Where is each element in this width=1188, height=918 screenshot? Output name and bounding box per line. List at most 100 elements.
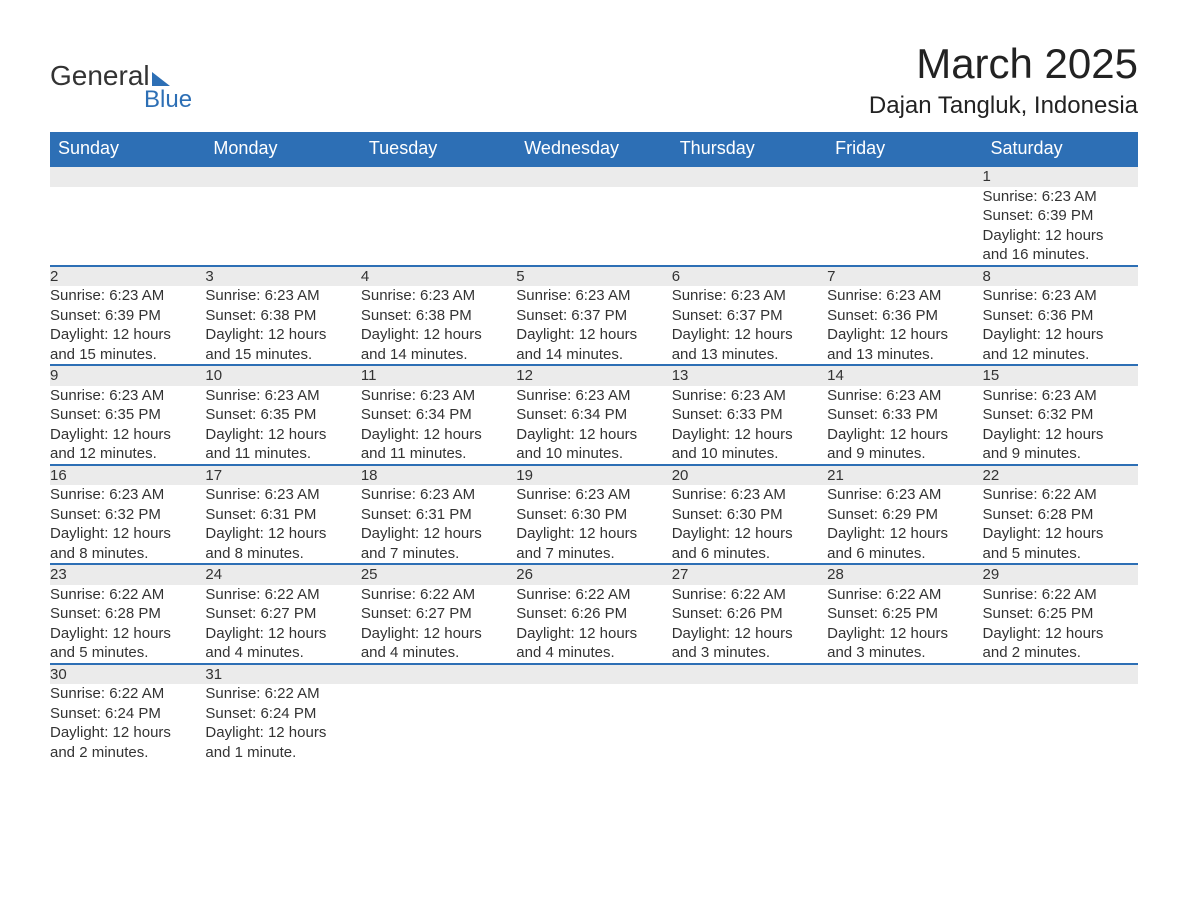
day-number-cell: 23 <box>50 564 205 585</box>
detail-row: Sunrise: 6:23 AMSunset: 6:32 PMDaylight:… <box>50 485 1138 564</box>
daylight-text: and 9 minutes. <box>983 444 1138 464</box>
sunset-text: Sunset: 6:31 PM <box>205 505 360 525</box>
day-detail-cell: Sunrise: 6:23 AMSunset: 6:39 PMDaylight:… <box>50 286 205 365</box>
day-number-cell <box>983 664 1138 685</box>
daylight-text: and 11 minutes. <box>205 444 360 464</box>
day-number-cell: 14 <box>827 365 982 386</box>
day-number-cell: 30 <box>50 664 205 685</box>
day-number-cell: 13 <box>672 365 827 386</box>
day-number-cell <box>672 166 827 187</box>
sunrise-text: Sunrise: 6:23 AM <box>205 485 360 505</box>
day-detail-cell: Sunrise: 6:23 AMSunset: 6:31 PMDaylight:… <box>361 485 516 564</box>
daylight-text: and 7 minutes. <box>361 544 516 564</box>
sunset-text: Sunset: 6:28 PM <box>983 505 1138 525</box>
day-number-cell: 6 <box>672 266 827 287</box>
day-detail-cell: Sunrise: 6:23 AMSunset: 6:36 PMDaylight:… <box>983 286 1138 365</box>
day-detail-cell <box>516 187 671 266</box>
day-detail-cell: Sunrise: 6:22 AMSunset: 6:24 PMDaylight:… <box>205 684 360 762</box>
day-detail-cell <box>672 684 827 762</box>
day-number-cell: 18 <box>361 465 516 486</box>
weekday-header: Friday <box>827 132 982 166</box>
sunset-text: Sunset: 6:32 PM <box>983 405 1138 425</box>
daylight-text: Daylight: 12 hours <box>361 425 516 445</box>
daynum-row: 16171819202122 <box>50 465 1138 486</box>
daylight-text: Daylight: 12 hours <box>205 325 360 345</box>
day-number-cell <box>516 664 671 685</box>
location-text: Dajan Tangluk, Indonesia <box>869 92 1138 120</box>
day-number-cell: 22 <box>983 465 1138 486</box>
day-detail-cell: Sunrise: 6:23 AMSunset: 6:38 PMDaylight:… <box>361 286 516 365</box>
day-number-cell <box>827 664 982 685</box>
daylight-text: Daylight: 12 hours <box>361 624 516 644</box>
day-detail-cell: Sunrise: 6:22 AMSunset: 6:25 PMDaylight:… <box>827 585 982 664</box>
daylight-text: Daylight: 12 hours <box>205 524 360 544</box>
sunset-text: Sunset: 6:24 PM <box>50 704 205 724</box>
day-number-cell: 27 <box>672 564 827 585</box>
daylight-text: Daylight: 12 hours <box>827 425 982 445</box>
sunrise-text: Sunrise: 6:22 AM <box>361 585 516 605</box>
sunrise-text: Sunrise: 6:23 AM <box>983 386 1138 406</box>
day-detail-cell: Sunrise: 6:23 AMSunset: 6:33 PMDaylight:… <box>672 386 827 465</box>
sunset-text: Sunset: 6:29 PM <box>827 505 982 525</box>
sunrise-text: Sunrise: 6:23 AM <box>50 286 205 306</box>
daylight-text: and 15 minutes. <box>50 345 205 365</box>
brand-word2: Blue <box>144 86 192 114</box>
daylight-text: and 4 minutes. <box>516 643 671 663</box>
calendar-body: 1 Sunrise: 6:23 AMSunset: 6:39 PMDayligh… <box>50 166 1138 762</box>
weekday-header: Monday <box>205 132 360 166</box>
sunrise-text: Sunrise: 6:23 AM <box>205 286 360 306</box>
day-detail-cell: Sunrise: 6:23 AMSunset: 6:39 PMDaylight:… <box>983 187 1138 266</box>
daylight-text: Daylight: 12 hours <box>827 524 982 544</box>
day-number-cell: 19 <box>516 465 671 486</box>
sunset-text: Sunset: 6:26 PM <box>516 604 671 624</box>
day-number-cell: 20 <box>672 465 827 486</box>
daynum-row: 23242526272829 <box>50 564 1138 585</box>
daylight-text: Daylight: 12 hours <box>361 325 516 345</box>
day-number-cell: 9 <box>50 365 205 386</box>
sunrise-text: Sunrise: 6:22 AM <box>50 684 205 704</box>
brand-word1: General <box>50 60 150 92</box>
day-detail-cell: Sunrise: 6:23 AMSunset: 6:32 PMDaylight:… <box>983 386 1138 465</box>
detail-row: Sunrise: 6:23 AMSunset: 6:39 PMDaylight:… <box>50 187 1138 266</box>
daylight-text: Daylight: 12 hours <box>516 425 671 445</box>
day-number-cell: 31 <box>205 664 360 685</box>
day-number-cell: 26 <box>516 564 671 585</box>
day-detail-cell: Sunrise: 6:23 AMSunset: 6:35 PMDaylight:… <box>50 386 205 465</box>
sunset-text: Sunset: 6:28 PM <box>50 604 205 624</box>
daylight-text: and 13 minutes. <box>827 345 982 365</box>
weekday-header: Thursday <box>672 132 827 166</box>
day-detail-cell <box>361 684 516 762</box>
sunset-text: Sunset: 6:25 PM <box>983 604 1138 624</box>
sunset-text: Sunset: 6:25 PM <box>827 604 982 624</box>
day-detail-cell <box>205 187 360 266</box>
daylight-text: and 3 minutes. <box>827 643 982 663</box>
sunrise-text: Sunrise: 6:22 AM <box>205 684 360 704</box>
sunrise-text: Sunrise: 6:22 AM <box>983 585 1138 605</box>
detail-row: Sunrise: 6:22 AMSunset: 6:24 PMDaylight:… <box>50 684 1138 762</box>
sunrise-text: Sunrise: 6:23 AM <box>827 286 982 306</box>
day-detail-cell: Sunrise: 6:23 AMSunset: 6:34 PMDaylight:… <box>516 386 671 465</box>
daylight-text: and 13 minutes. <box>672 345 827 365</box>
daylight-text: and 7 minutes. <box>516 544 671 564</box>
day-detail-cell <box>672 187 827 266</box>
day-number-cell <box>672 664 827 685</box>
daynum-row: 1 <box>50 166 1138 187</box>
daylight-text: and 2 minutes. <box>983 643 1138 663</box>
day-detail-cell: Sunrise: 6:23 AMSunset: 6:34 PMDaylight:… <box>361 386 516 465</box>
sunrise-text: Sunrise: 6:23 AM <box>516 386 671 406</box>
daylight-text: Daylight: 12 hours <box>672 425 827 445</box>
day-detail-cell: Sunrise: 6:22 AMSunset: 6:25 PMDaylight:… <box>983 585 1138 664</box>
sunrise-text: Sunrise: 6:23 AM <box>50 386 205 406</box>
daylight-text: Daylight: 12 hours <box>672 524 827 544</box>
sunset-text: Sunset: 6:39 PM <box>983 206 1138 226</box>
daylight-text: and 8 minutes. <box>205 544 360 564</box>
daylight-text: Daylight: 12 hours <box>205 624 360 644</box>
daylight-text: and 3 minutes. <box>672 643 827 663</box>
sunrise-text: Sunrise: 6:23 AM <box>672 485 827 505</box>
sunset-text: Sunset: 6:30 PM <box>516 505 671 525</box>
brand-triangle-icon <box>152 72 170 86</box>
day-detail-cell: Sunrise: 6:22 AMSunset: 6:28 PMDaylight:… <box>983 485 1138 564</box>
day-number-cell: 17 <box>205 465 360 486</box>
sunset-text: Sunset: 6:39 PM <box>50 306 205 326</box>
daylight-text: Daylight: 12 hours <box>50 425 205 445</box>
